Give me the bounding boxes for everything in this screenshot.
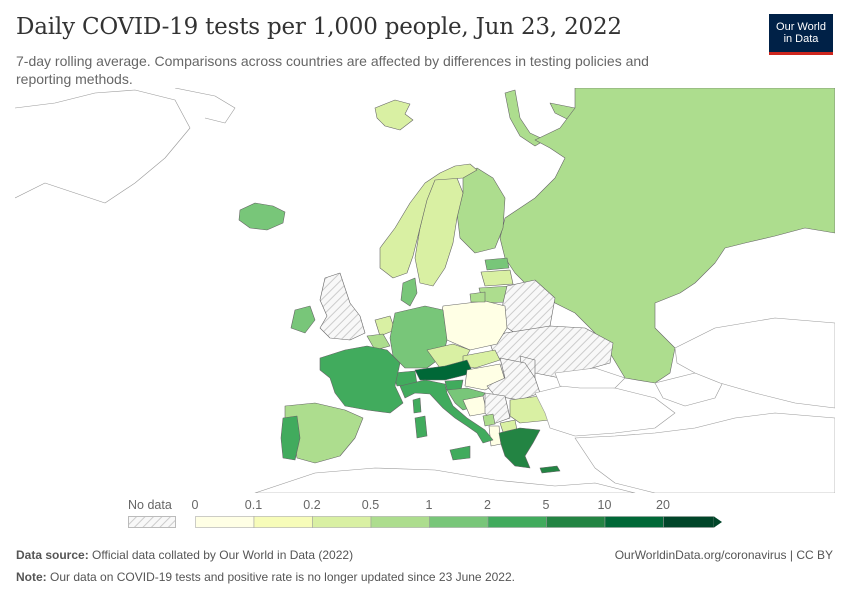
- chart-title: Daily COVID-19 tests per 1,000 people, J…: [16, 14, 622, 40]
- iceland: [238, 202, 286, 231]
- kaliningrad: [469, 291, 486, 303]
- legend-swatch[interactable]: [487, 516, 547, 528]
- note-label: Note:: [16, 570, 47, 584]
- legend-arrow: [714, 516, 722, 528]
- legend-swatch[interactable]: [195, 516, 255, 528]
- legend-tick-label: 0.1: [244, 498, 263, 512]
- legend-swatch[interactable]: [370, 516, 430, 528]
- legend-tick-label: 5: [542, 498, 550, 512]
- ireland: [290, 305, 316, 334]
- portugal: [280, 415, 301, 461]
- legend-bar: [195, 516, 722, 528]
- logo-line-2: in Data: [783, 33, 819, 45]
- united-kingdom: [319, 272, 366, 341]
- legend-swatch[interactable]: [546, 516, 606, 528]
- svalbard: [374, 99, 414, 131]
- europe-map: [15, 88, 835, 493]
- denmark: [400, 277, 418, 307]
- data-source-text: Official data collated by Our World in D…: [92, 548, 354, 562]
- no-data-label: No data: [128, 498, 172, 512]
- chart-subtitle: 7-day rolling average. Comparisons acros…: [16, 53, 649, 87]
- latvia: [480, 269, 514, 287]
- italy: [399, 379, 494, 444]
- greenland-outline: [15, 89, 191, 204]
- novaya-zemlya: [504, 89, 546, 147]
- legend-swatch[interactable]: [312, 516, 372, 528]
- note: Note: Our data on COVID-19 tests and pos…: [16, 570, 515, 584]
- middle-east: [574, 412, 835, 493]
- owid-logo[interactable]: Our World in Data: [769, 14, 833, 55]
- montenegro: [482, 413, 496, 427]
- poland: [439, 300, 508, 351]
- legend-tick-label: 20: [656, 498, 670, 512]
- greece: [498, 427, 541, 469]
- legend-tick-label: 1: [425, 498, 433, 512]
- legend-swatch[interactable]: [253, 516, 313, 528]
- black-sea: [554, 367, 626, 389]
- crete: [539, 465, 561, 474]
- legend-swatch[interactable]: [663, 516, 715, 528]
- albania: [488, 425, 502, 447]
- corsica: [412, 397, 422, 414]
- turkey: [534, 382, 676, 437]
- no-data-swatch: [128, 516, 176, 528]
- source-url[interactable]: OurWorldinData.org/coronavirus | CC BY: [614, 548, 833, 562]
- norway: [379, 163, 478, 279]
- finland: [456, 167, 506, 254]
- logo-line-1: Our World: [776, 21, 826, 33]
- legend-tick-label: 0.5: [361, 498, 380, 512]
- estonia: [484, 257, 510, 271]
- north-africa: [254, 467, 636, 493]
- russia: [499, 88, 835, 384]
- sardinia: [414, 415, 428, 439]
- kazakhstan: [674, 317, 835, 409]
- legend-swatch[interactable]: [604, 516, 664, 528]
- belgium: [366, 333, 391, 351]
- bosnia: [462, 395, 488, 417]
- legend-swatch[interactable]: [429, 516, 489, 528]
- arctic-outline: [174, 88, 236, 124]
- france: [319, 345, 404, 414]
- legend-tick-label: 10: [597, 498, 612, 512]
- color-legend: No data 0 0.1 0.2 0.5 1 2 5 10 20: [0, 494, 850, 534]
- note-text: Our data on COVID-19 tests and positive …: [50, 570, 515, 584]
- data-source: Data source: Official data collated by O…: [16, 548, 353, 562]
- legend-tick-label: 0.2: [303, 498, 321, 512]
- legend-tick-label: 2: [484, 498, 491, 512]
- sicily: [449, 445, 471, 461]
- legend-tick-label: 0: [191, 498, 199, 512]
- data-source-label: Data source:: [16, 548, 89, 562]
